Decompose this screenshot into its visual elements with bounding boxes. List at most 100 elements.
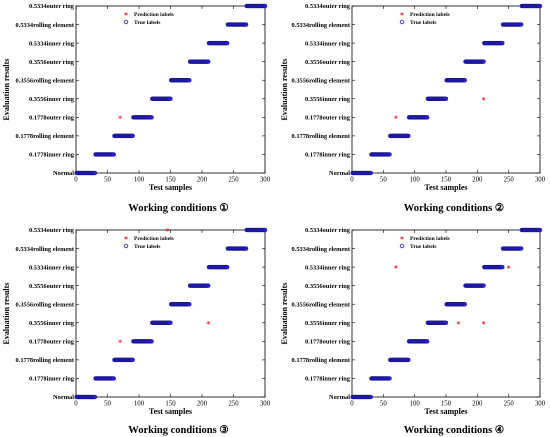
plot-frame <box>75 229 266 398</box>
x-axis-label: Test samples <box>424 183 467 192</box>
true-label-point <box>443 96 449 101</box>
asterisk-stroke <box>481 97 486 100</box>
true-label-point <box>387 376 392 381</box>
y-tick-label: 0.5334outer ring <box>29 3 75 10</box>
y-tick-label: 0.5334outer ring <box>305 227 351 234</box>
legend-prediction-marker <box>124 236 128 240</box>
asterisk-stroke <box>206 321 211 324</box>
chart-panel-1: Normal 0.1778inner ring 0.1778rolling elem… <box>2 3 271 214</box>
true-label-point <box>262 3 268 9</box>
x-tick-label: 150 <box>441 401 452 408</box>
y-tick-label: 0.5334inner ring <box>305 40 351 47</box>
true-label-point <box>168 320 173 325</box>
plot-frame <box>351 5 541 174</box>
true-label-point <box>500 264 505 270</box>
x-tick-label: 0 <box>350 177 354 184</box>
prediction-label-point <box>481 96 486 101</box>
true-label-point <box>519 22 524 27</box>
plot-frame <box>351 229 541 398</box>
asterisk-stroke <box>124 12 128 16</box>
true-label-point <box>537 3 543 9</box>
legend-prediction-text: Prediction labels <box>410 236 451 242</box>
chart-panel-3: Normal 0.1778inner ring 0.1778rolling elem… <box>2 227 271 436</box>
x-tick-label: 100 <box>134 177 145 184</box>
x-tick-label: 300 <box>260 177 271 184</box>
x-tick-label: 100 <box>410 177 421 184</box>
y-tick-label: Normal <box>53 170 74 177</box>
legend-prediction-text: Prediction labels <box>134 12 175 18</box>
true-label-point <box>368 170 373 176</box>
true-label-point <box>111 376 116 381</box>
legend-true-marker <box>123 243 129 249</box>
x-tick-label: 200 <box>197 177 208 184</box>
asterisk-stroke <box>118 116 122 119</box>
true-label-point <box>92 170 98 176</box>
legend-true-text: True labels <box>134 244 161 250</box>
y-tick-label: 0.1778rolling element <box>292 357 351 364</box>
true-label-point <box>443 320 449 325</box>
y-tick-label: 0.3556inner ring <box>29 96 75 103</box>
x-tick-label: 300 <box>260 401 271 408</box>
x-tick-label: 200 <box>197 401 208 408</box>
x-tick-label: 50 <box>104 177 111 184</box>
x-tick-label: 150 <box>165 177 176 184</box>
legend-true-marker <box>123 19 129 25</box>
asterisk-stroke <box>124 236 128 240</box>
true-label-point <box>406 357 411 363</box>
y-tick-label: 0.1778outer ring <box>305 115 351 122</box>
y-tick-label: 0.1778inner ring <box>305 152 351 159</box>
legend: Prediction labels True labels <box>399 236 451 250</box>
plot-frame <box>75 5 266 174</box>
true-label-point <box>130 357 135 363</box>
true-label-point <box>425 115 430 120</box>
y-tick-label: 0.3556rolling element <box>292 77 351 84</box>
true-label-point <box>225 40 230 46</box>
x-tick-label: 150 <box>165 401 176 408</box>
y-tick-label: 0.5334rolling element <box>292 22 351 29</box>
asterisk-stroke <box>456 321 461 324</box>
asterisk-stroke <box>118 340 122 343</box>
true-label-point <box>187 302 192 307</box>
legend-true-text: True labels <box>410 244 437 250</box>
true-label-point <box>92 394 98 400</box>
legend-prediction-text: Prediction labels <box>410 12 451 18</box>
legend-prediction-marker <box>400 12 404 16</box>
legend-prediction-text: Prediction labels <box>134 236 175 242</box>
y-tick-label: 0.1778inner ring <box>29 152 75 159</box>
true-label-point <box>368 394 373 400</box>
y-tick-label: 0.1778inner ring <box>29 376 75 383</box>
legend: Prediction labels True labels <box>123 236 175 250</box>
asterisk-stroke <box>400 12 404 16</box>
true-label-point <box>462 302 467 307</box>
true-label-point <box>149 339 154 344</box>
y-tick-label: 0.1778rolling element <box>292 133 351 140</box>
true-label-point <box>425 339 430 344</box>
legend-true-text: True labels <box>134 20 161 26</box>
y-tick-label: 0.1778inner ring <box>305 376 351 383</box>
panel-caption: Working conditions ④ <box>404 424 505 436</box>
y-tick-label: 0.3556outer ring <box>305 59 351 66</box>
y-tick-label: 0.3556outer ring <box>29 283 75 290</box>
x-tick-label: 200 <box>472 177 483 184</box>
prediction-label-point <box>118 115 122 120</box>
y-tick-label: 0.1778outer ring <box>29 339 75 346</box>
x-tick-label: 0 <box>74 401 78 408</box>
x-axis-label: Test samples <box>149 407 192 416</box>
true-label-point <box>130 133 135 139</box>
legend: Prediction labels True labels <box>123 12 175 26</box>
panel-caption: Working conditions ② <box>404 202 505 214</box>
y-tick-label: 0.3556rolling element <box>16 77 75 84</box>
y-tick-label: 0.5334inner ring <box>29 40 75 47</box>
true-label-point <box>481 59 486 64</box>
y-tick-label: 0.5334rolling element <box>16 246 75 253</box>
true-label-point <box>206 59 211 64</box>
y-tick-label: 0.1778outer ring <box>305 339 351 346</box>
true-label-point <box>519 246 524 251</box>
true-label-point <box>406 133 411 139</box>
y-tick-label: 0.3556inner ring <box>305 320 351 327</box>
x-tick-label: 0 <box>350 401 354 408</box>
y-tick-label: 0.1778rolling element <box>16 357 75 364</box>
y-tick-label: Normal <box>329 170 350 177</box>
x-tick-label: 250 <box>228 401 239 408</box>
y-axis-label: Evaluation results <box>280 283 289 345</box>
